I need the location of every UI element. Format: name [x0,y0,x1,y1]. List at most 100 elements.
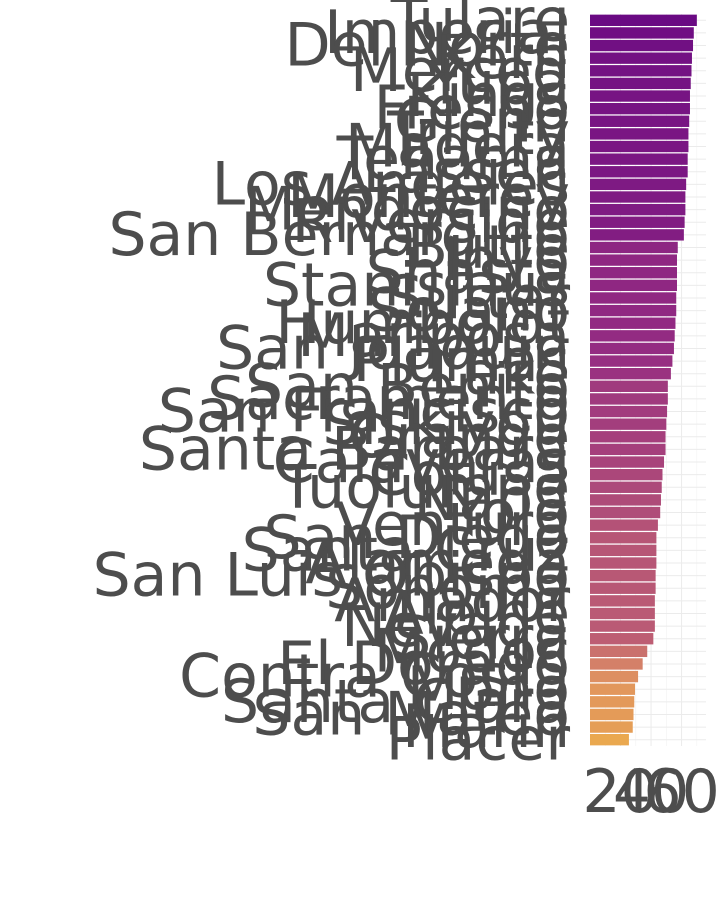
bar [590,494,661,506]
bar [590,241,678,254]
bar [590,52,692,64]
bar [590,140,689,153]
category-label: Stanislaus [263,250,570,320]
bar [590,620,655,632]
bar [590,203,686,216]
category-label: San Bernardino [108,200,570,270]
category-label: Placer [386,705,571,775]
bar [590,65,692,77]
bar [590,317,676,329]
bar [590,683,636,695]
category-label: Marin [402,692,570,762]
bar [590,90,690,102]
category-label: Santa Barbara [139,414,570,484]
bar [590,292,677,304]
category-label: Kings [407,61,570,131]
bar [590,330,675,342]
bar [590,77,691,90]
bar [590,254,677,266]
bar [590,216,685,228]
category-label: Imperial [324,0,570,68]
bars [590,14,697,746]
bar [590,645,648,658]
category-label: Shasta [366,238,570,308]
category-label: San Luis Obispo [93,541,570,611]
bar [590,102,690,115]
category-label: San Joaquin [216,313,570,383]
bar [590,519,658,531]
category-label: San Diego [263,503,570,573]
category-label: Napa [413,465,570,535]
bar [590,582,656,594]
bar [590,166,688,178]
bar [590,532,657,544]
bar [590,431,666,443]
category-label: Los Angeles [212,149,570,219]
category-label: Merced [350,36,570,106]
bar [590,633,654,645]
category-label: Sierra [393,604,570,674]
category-label: Calaveras [273,427,570,497]
category-label: Alameda [305,528,570,598]
category-label: Alpine [383,578,570,648]
category-label: Contra Costa [179,642,570,712]
category-label: Plumas [353,326,570,396]
category-label: Lake [430,339,570,409]
bar [590,304,677,317]
category-label: Sacramento [207,364,570,434]
bar [590,153,688,165]
category-label: Del Norte [284,11,570,81]
category-label: Tehama [336,124,570,194]
category-label: Kern [435,23,570,93]
category-label: San Benito [245,351,570,421]
bar [590,191,686,203]
bar [590,355,673,367]
category-label: Sonoma [325,553,570,623]
category-label: El Dorado [277,629,570,699]
bar [590,380,668,392]
category-label: Santa Clara [221,667,570,737]
category-label: Mariposa [297,301,570,371]
category-label: Ventura [336,490,570,560]
category-label: Amador [334,566,570,636]
category-label: Sutter [385,263,570,333]
bar [590,267,677,279]
category-label: Solano [367,276,570,346]
x-tick-label: 20 [582,757,658,827]
category-label: Inyo [442,225,570,295]
bar [590,481,662,493]
category-label: Riverside [292,187,570,257]
bar [590,557,657,569]
x-tick-label: 60 [643,757,719,827]
category-label: Glenn [394,86,570,156]
category-label: San Francisco [158,377,570,447]
category-label: Modoc [374,616,570,686]
bar [590,229,684,241]
bar [590,734,629,746]
bar [590,658,643,670]
bar [590,279,677,292]
bar [590,368,671,380]
bar [590,342,674,355]
bar [590,569,656,582]
x-tick-label: 40 [613,757,689,827]
bar [590,39,694,52]
bar [590,178,687,191]
bar [590,607,655,620]
category-label: Fresno [374,74,570,144]
bar [590,670,639,683]
bar [590,405,668,418]
bar [590,708,634,721]
category-label: Colusa [369,440,570,510]
category-label: Butte [407,212,570,282]
bar [590,393,668,405]
category-label: Trinity [386,99,570,169]
bar [590,128,689,140]
category-label: Mono [407,654,570,724]
category-label: Monterey [287,162,570,232]
category-label: Santa Cruz [242,515,570,585]
category-label: Orange [348,402,570,472]
